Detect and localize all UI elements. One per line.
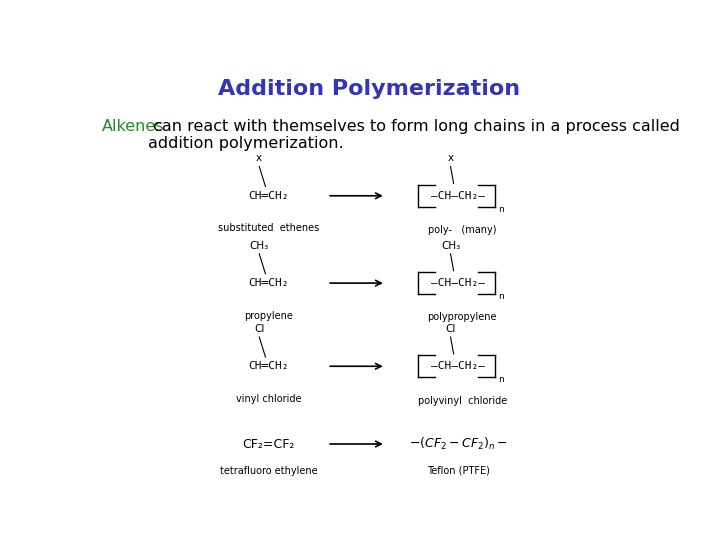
- Text: poly-   (many): poly- (many): [428, 225, 496, 235]
- Text: CH═CH₂: CH═CH₂: [248, 191, 289, 201]
- Text: propylene: propylene: [244, 311, 293, 321]
- Text: n: n: [498, 205, 504, 214]
- Text: polyvinyl  chloride: polyvinyl chloride: [418, 395, 507, 406]
- Text: Addition Polymerization: Addition Polymerization: [218, 79, 520, 99]
- Text: —CH—CH₂—: —CH—CH₂—: [431, 361, 485, 372]
- Text: substituted  ethenes: substituted ethenes: [218, 224, 319, 233]
- Text: Teflon (PTFE): Teflon (PTFE): [427, 465, 490, 476]
- Text: polypropylene: polypropylene: [428, 312, 497, 322]
- Text: x: x: [256, 153, 262, 164]
- Text: —CH—CH₂—: —CH—CH₂—: [431, 278, 485, 288]
- Text: CH═CH₂: CH═CH₂: [248, 361, 289, 372]
- Text: CH₃: CH₃: [441, 241, 460, 251]
- Text: Cl: Cl: [446, 324, 456, 334]
- Text: n: n: [498, 375, 504, 384]
- Text: Alkenes: Alkenes: [102, 119, 165, 134]
- Text: x: x: [447, 153, 454, 164]
- Text: vinyl chloride: vinyl chloride: [236, 394, 301, 404]
- Text: can react with themselves to form long chains in a process called
addition polym: can react with themselves to form long c…: [148, 119, 680, 151]
- Text: CF₂=CF₂: CF₂=CF₂: [243, 437, 294, 450]
- Text: —CH—CH₂—: —CH—CH₂—: [431, 191, 485, 201]
- Text: tetrafluoro ethylene: tetrafluoro ethylene: [220, 465, 318, 476]
- Text: CH═CH₂: CH═CH₂: [248, 278, 289, 288]
- Text: CH₃: CH₃: [250, 241, 269, 251]
- Text: n: n: [498, 292, 504, 301]
- Text: $-(CF_2-CF_2)_n-$: $-(CF_2-CF_2)_n-$: [409, 436, 508, 452]
- Text: Cl: Cl: [254, 324, 264, 334]
